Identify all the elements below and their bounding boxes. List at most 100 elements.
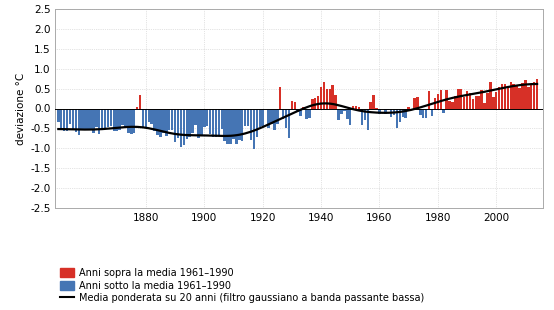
Bar xyxy=(220,108,223,129)
Bar xyxy=(95,108,98,127)
Bar xyxy=(478,96,480,108)
Bar xyxy=(71,108,74,130)
Bar xyxy=(469,93,471,108)
Bar xyxy=(451,102,454,108)
Bar xyxy=(177,108,179,138)
Bar xyxy=(136,107,138,108)
Bar xyxy=(145,108,147,127)
Bar xyxy=(480,90,483,108)
Bar xyxy=(78,108,80,135)
Bar xyxy=(404,108,407,117)
Bar xyxy=(308,108,311,118)
Bar xyxy=(89,108,91,130)
Bar xyxy=(98,108,100,134)
Bar xyxy=(457,89,459,108)
Bar xyxy=(270,108,273,124)
Bar xyxy=(483,103,486,108)
Bar xyxy=(63,108,65,131)
Bar xyxy=(130,108,132,134)
Bar xyxy=(261,108,264,126)
Bar xyxy=(151,108,153,124)
Bar xyxy=(431,108,433,116)
Bar xyxy=(337,108,340,120)
Bar xyxy=(314,98,316,108)
Bar xyxy=(317,96,319,108)
Bar xyxy=(507,87,509,108)
Bar xyxy=(212,108,214,137)
Bar xyxy=(110,108,112,126)
Bar xyxy=(495,92,497,108)
Bar xyxy=(402,108,404,117)
Bar xyxy=(305,108,307,119)
Bar xyxy=(186,108,188,140)
Bar xyxy=(127,108,130,133)
Bar xyxy=(288,108,290,138)
Bar xyxy=(197,108,199,138)
Bar xyxy=(460,89,463,108)
Bar xyxy=(206,108,208,126)
Bar xyxy=(66,108,68,131)
Bar xyxy=(443,108,445,113)
Bar xyxy=(407,107,410,108)
Bar xyxy=(504,84,506,108)
Bar xyxy=(229,108,232,144)
Bar xyxy=(112,108,115,131)
Bar xyxy=(282,108,284,119)
Bar xyxy=(86,108,89,129)
Bar xyxy=(83,108,86,130)
Bar xyxy=(124,108,127,128)
Bar xyxy=(437,94,439,108)
Bar xyxy=(416,97,419,108)
Bar xyxy=(294,102,296,108)
Bar xyxy=(355,106,357,108)
Bar xyxy=(489,82,491,108)
Bar xyxy=(346,108,348,119)
Bar xyxy=(326,89,328,108)
Bar xyxy=(250,108,252,140)
Bar xyxy=(279,87,281,108)
Bar xyxy=(390,108,392,117)
Bar xyxy=(209,108,212,134)
Bar xyxy=(434,98,436,108)
Bar xyxy=(57,108,60,122)
Bar xyxy=(340,108,343,114)
Bar xyxy=(174,108,176,142)
Bar xyxy=(311,99,314,108)
Bar xyxy=(104,108,106,129)
Bar xyxy=(527,87,530,108)
Bar xyxy=(75,108,77,132)
Bar xyxy=(299,108,302,116)
Bar xyxy=(372,95,375,108)
Y-axis label: deviazione °C: deviazione °C xyxy=(16,72,26,145)
Bar xyxy=(60,108,63,129)
Bar xyxy=(524,80,527,108)
Bar xyxy=(413,98,416,108)
Bar xyxy=(255,108,258,137)
Bar xyxy=(363,108,366,120)
Bar xyxy=(147,108,150,122)
Bar xyxy=(194,108,197,125)
Bar xyxy=(439,90,442,108)
Bar xyxy=(227,108,229,144)
Bar xyxy=(536,79,538,108)
Bar xyxy=(142,108,144,128)
Bar xyxy=(273,108,275,130)
Bar xyxy=(218,108,220,135)
Bar xyxy=(291,101,293,108)
Bar xyxy=(241,108,243,141)
Legend: Anni sopra la media 1961–1990, Anni sotto la media 1961–1990, Media ponderata su: Anni sopra la media 1961–1990, Anni sott… xyxy=(60,268,424,303)
Bar xyxy=(179,108,182,147)
Bar xyxy=(232,108,235,140)
Bar xyxy=(399,108,401,122)
Bar xyxy=(463,97,465,108)
Bar xyxy=(466,91,468,108)
Bar xyxy=(107,108,109,127)
Bar xyxy=(384,108,387,114)
Bar xyxy=(188,108,191,137)
Bar xyxy=(381,108,383,109)
Bar xyxy=(276,108,279,124)
Bar xyxy=(378,108,381,114)
Bar xyxy=(510,82,512,108)
Bar xyxy=(425,108,427,117)
Bar xyxy=(512,84,515,108)
